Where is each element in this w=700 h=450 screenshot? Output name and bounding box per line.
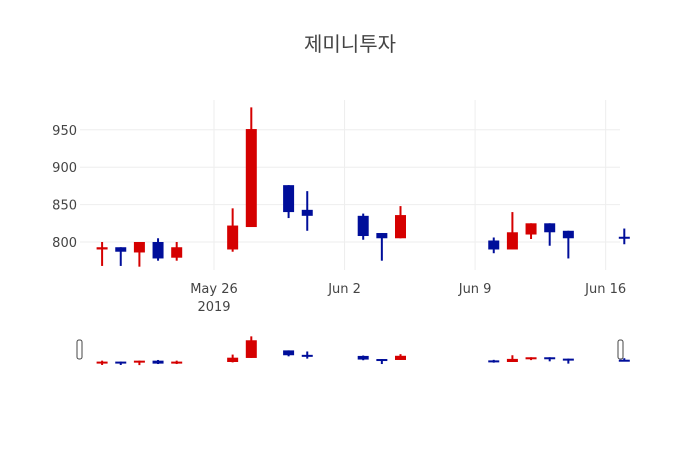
candle[interactable] xyxy=(115,247,127,266)
candle[interactable] xyxy=(488,359,500,363)
candle[interactable] xyxy=(115,361,127,365)
candle[interactable] xyxy=(506,355,518,362)
candles-main xyxy=(96,107,630,267)
candle[interactable] xyxy=(301,351,313,359)
candle[interactable] xyxy=(227,208,239,252)
candle[interactable] xyxy=(395,354,406,360)
chart-title: 제미니투자 xyxy=(304,32,396,56)
x-tick-label: Jun 16 xyxy=(584,282,626,297)
candle[interactable] xyxy=(245,107,257,228)
candle[interactable] xyxy=(357,213,369,240)
candle[interactable] xyxy=(562,358,574,364)
range-slider-handle-right[interactable] xyxy=(617,339,624,360)
x-tick-label: Jun 9 xyxy=(458,282,492,297)
candle[interactable] xyxy=(283,185,295,219)
candle[interactable] xyxy=(618,228,630,245)
candle[interactable] xyxy=(562,230,574,259)
candle[interactable] xyxy=(544,357,556,362)
candle[interactable] xyxy=(618,358,630,362)
candle[interactable] xyxy=(395,206,406,239)
candle[interactable] xyxy=(357,355,369,361)
y-tick-label: 950 xyxy=(52,124,77,139)
candle[interactable] xyxy=(525,357,537,361)
candle[interactable] xyxy=(376,359,388,365)
range-slider[interactable] xyxy=(76,336,630,366)
candle[interactable] xyxy=(152,359,164,365)
y-tick-label: 850 xyxy=(52,199,77,214)
candle[interactable] xyxy=(171,242,183,261)
candle[interactable] xyxy=(283,350,295,357)
candle[interactable] xyxy=(133,242,145,267)
x-tick-year: 2019 xyxy=(197,300,230,315)
candle[interactable] xyxy=(301,191,313,231)
candle[interactable] xyxy=(488,237,500,254)
candle[interactable] xyxy=(525,223,537,240)
candle[interactable] xyxy=(171,360,183,365)
grid xyxy=(80,100,620,270)
candle[interactable] xyxy=(506,212,518,250)
candle[interactable] xyxy=(245,336,257,358)
y-tick-label: 900 xyxy=(52,161,77,176)
range-slider-handle-left[interactable] xyxy=(76,339,83,360)
candle[interactable] xyxy=(96,242,108,266)
candle[interactable] xyxy=(376,233,388,261)
candle[interactable] xyxy=(544,223,556,246)
x-tick-label: Jun 2 xyxy=(327,282,361,297)
candle[interactable] xyxy=(96,360,108,365)
candle[interactable] xyxy=(227,354,239,363)
y-tick-label: 800 xyxy=(52,236,77,251)
candle[interactable] xyxy=(152,238,164,261)
x-tick-label: May 26 xyxy=(190,282,238,297)
candle[interactable] xyxy=(133,360,145,366)
